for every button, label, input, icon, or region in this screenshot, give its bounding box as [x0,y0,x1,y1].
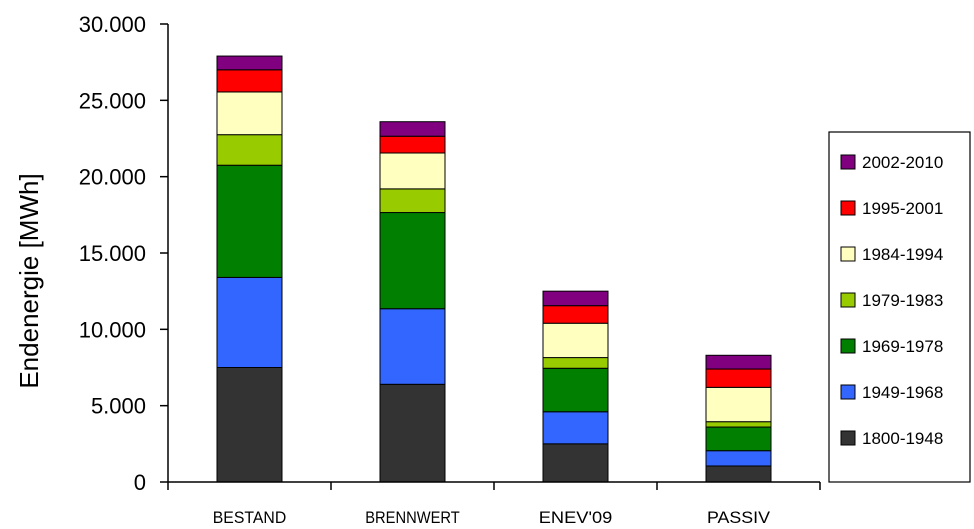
y-tick-label: 30.000 [79,12,146,37]
category-label-passiv: PASSIV [707,508,771,527]
bar-segment-passiv-1984-1994 [705,386,772,423]
bar-segment-passiv-2002-2010 [705,354,772,370]
bar-segment-enev-09-1995-2001 [542,305,609,324]
bar-segment-brennwert-2002-2010 [379,121,446,137]
y-tick-label: 5.000 [91,394,146,419]
legend-box [828,131,971,483]
bar-segment-brennwert-1984-1994 [379,152,446,190]
legend-swatch-2002-2010 [840,154,856,170]
legend-label-1979-1983: 1979-1983 [862,291,943,310]
legend-swatch-1984-1994 [840,246,856,262]
bar-segment-passiv-1949-1968 [705,450,772,467]
legend: 2002-2010 1995-2001 1984-1994 1979-1983 1969… [840,153,943,448]
category-label-brennwert: BRENNWERT [365,508,460,527]
bar-segment-brennwert-1949-1968 [379,308,446,385]
bar-segment-brennwert-1969-1978 [379,212,446,310]
x-axis-category-labels: BESTAND BRENNWERT ENEV'09 PASSIV [213,508,771,527]
legend-swatch-1969-1978 [840,338,856,354]
bar-segment-brennwert-1979-1983 [379,188,446,214]
bar-segment-passiv-1969-1978 [705,426,772,452]
legend-swatch-1995-2001 [840,200,856,216]
category-label-bestand: BESTAND [213,508,287,527]
bar-segment-enev-09-1979-1983 [542,357,609,369]
y-tick-label: 20.000 [79,165,146,190]
y-axis-title: Endenergie [MWh] [14,173,44,388]
legend-label-2002-2010: 2002-2010 [862,153,943,172]
bar-segment-passiv-1800-1948 [705,465,772,483]
legend-label-1949-1968: 1949-1968 [862,383,943,402]
legend-swatch-1800-1948 [840,430,856,446]
bar-segment-passiv-1979-1983 [705,421,772,428]
bar-segment-bestand-1969-1978 [216,164,283,278]
bar-segment-bestand-2002-2010 [216,55,283,71]
legend-label-1984-1994: 1984-1994 [862,245,943,264]
y-tick-label: 10.000 [79,317,146,342]
bar-segment-enev-09-2002-2010 [542,290,609,307]
bar-segment-bestand-1979-1983 [216,134,283,166]
bar-segment-brennwert-1800-1948 [379,383,446,483]
category-label-enev-09: ENEV'09 [539,508,613,527]
bar-segment-bestand-1949-1968 [216,276,283,368]
y-axis-ticks: 0 5.000 10.000 15.000 20.000 25.000 30.000 [79,12,821,495]
bar-segment-brennwert-1995-2001 [379,135,446,154]
bar-segment-bestand-1984-1994 [216,91,283,136]
legend-label-1969-1978: 1969-1978 [862,337,943,356]
bars [216,55,772,483]
y-tick-label: 25.000 [79,88,146,113]
y-tick-label: 0 [134,470,146,495]
bar-segment-enev-09-1984-1994 [542,322,609,359]
bar-segment-enev-09-1800-1948 [542,443,609,483]
bar-segment-bestand-1995-2001 [216,69,283,93]
bar-segment-enev-09-1969-1978 [542,367,609,413]
bar-segment-enev-09-1949-1968 [542,411,609,445]
legend-label-1800-1948: 1800-1948 [862,429,943,448]
bar-segment-passiv-1995-2001 [705,368,772,388]
bar-segment-bestand-1800-1948 [216,367,283,483]
y-tick-label: 15.000 [79,241,146,266]
legend-swatch-1949-1968 [840,384,856,400]
legend-swatch-1979-1983 [840,292,856,308]
legend-label-1995-2001: 1995-2001 [862,199,943,218]
